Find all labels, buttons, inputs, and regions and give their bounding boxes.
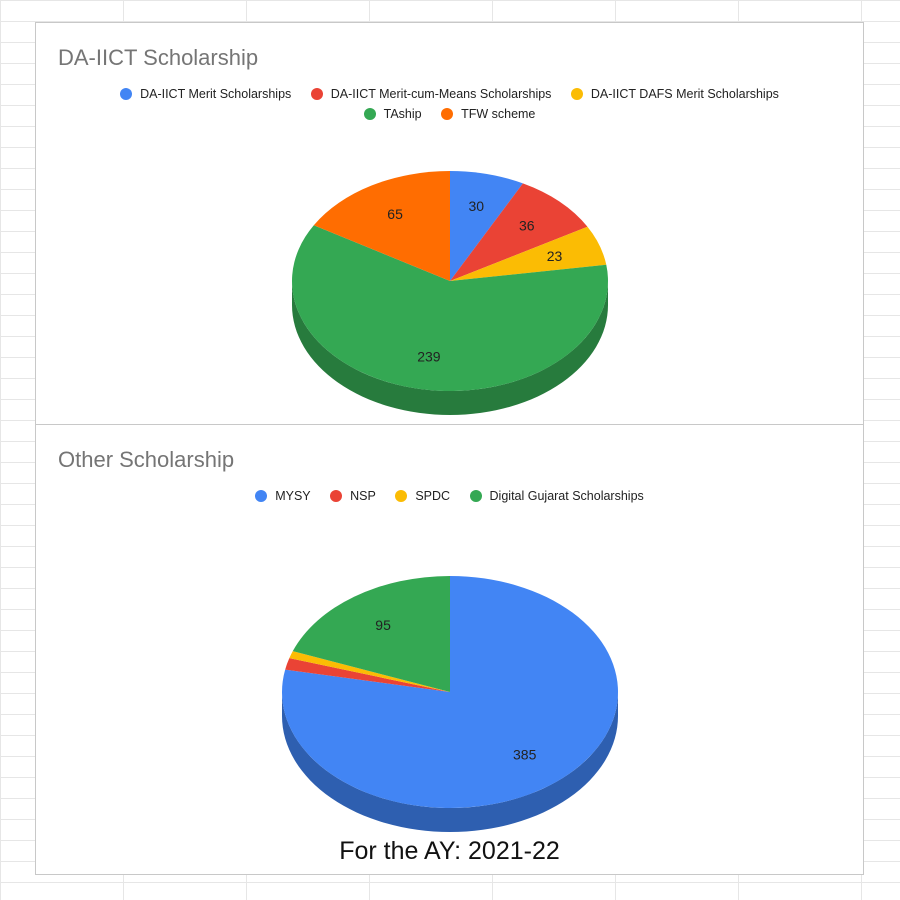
pie-slice[interactable] [285, 658, 450, 692]
chart-panel-da-iict: DA-IICT Scholarship DA-IICT Merit Schola… [36, 23, 863, 425]
legend-item[interactable]: DA-IICT DAFS Merit Scholarships [570, 84, 779, 104]
legend-label: DA-IICT Merit-cum-Means Scholarships [330, 86, 552, 101]
pie-slice[interactable] [450, 226, 607, 281]
legend-dot [310, 87, 323, 100]
legend-dot [441, 108, 454, 121]
slice-data-label: 65 [387, 206, 403, 222]
legend-label: TAship [383, 107, 422, 122]
legend-item[interactable]: TFW scheme [441, 104, 535, 124]
legend-dot [330, 489, 343, 502]
legend-item[interactable]: SPDC [395, 486, 450, 506]
chart-title: DA-IICT Scholarship [58, 45, 259, 70]
legend-item[interactable]: DA-IICT Merit Scholarships [120, 84, 291, 104]
legend-dot [255, 489, 268, 502]
pie-slice[interactable] [313, 171, 450, 281]
pie-slice[interactable] [450, 183, 588, 281]
legend-dot [570, 87, 583, 100]
slice-data-label: 30 [468, 198, 484, 214]
legend-item[interactable]: NSP [330, 486, 376, 506]
chart-title: Other Scholarship [58, 447, 235, 472]
slice-data-label: 385 [513, 747, 537, 763]
legend-label: TFW scheme [461, 107, 536, 122]
slice-data-label: 239 [417, 349, 441, 365]
legend-item[interactable]: MYSY [255, 486, 311, 506]
slice-data-label: 23 [547, 248, 563, 264]
legend-label: Digital Gujarat Scholarships [489, 488, 644, 503]
chart-legend: MYSY NSP SPDC Digital Gujarat Scholarshi… [36, 485, 863, 506]
legend-dot [363, 108, 376, 121]
legend-label: NSP [350, 488, 376, 503]
chart-panel-other: Other Scholarship MYSY NSP SPDC Digital … [36, 425, 863, 874]
legend-item[interactable]: DA-IICT Merit-cum-Means Scholarships [310, 84, 552, 104]
chart-legend: DA-IICT Merit Scholarships DA-IICT Merit… [36, 83, 863, 124]
legend-row: MYSY NSP SPDC Digital Gujarat Scholarshi… [36, 485, 863, 506]
chart-sheet: DA-IICT Scholarship DA-IICT Merit Schola… [35, 22, 864, 875]
legend-item[interactable]: Digital Gujarat Scholarships [469, 486, 644, 506]
legend-label: DA-IICT DAFS Merit Scholarships [590, 86, 779, 101]
footer-caption: For the AY: 2021-22 [339, 837, 560, 865]
pie-slice[interactable] [292, 576, 450, 692]
legend-row: TAship TFW scheme [36, 104, 863, 125]
pie-slice[interactable] [291, 225, 609, 391]
pie-chart-other: 385 95 [282, 576, 618, 832]
legend-dot [120, 87, 133, 100]
pie-slice-side [282, 692, 618, 832]
pie-slice-side [292, 281, 608, 415]
legend-dot [469, 489, 482, 502]
pie-slice[interactable] [289, 651, 450, 692]
pie-slice[interactable] [282, 576, 618, 808]
slice-data-label: 95 [375, 617, 391, 633]
legend-label: DA-IICT Merit Scholarships [140, 86, 292, 101]
legend-label: MYSY [275, 488, 311, 503]
legend-item[interactable]: TAship [363, 104, 422, 124]
legend-label: SPDC [415, 488, 451, 503]
pie-chart-da-iict: 30 36 23 239 65 [291, 171, 609, 415]
legend-row: DA-IICT Merit Scholarships DA-IICT Merit… [36, 83, 863, 104]
slice-data-label: 36 [519, 218, 535, 234]
legend-dot [395, 489, 408, 502]
pie-slice[interactable] [450, 171, 523, 281]
